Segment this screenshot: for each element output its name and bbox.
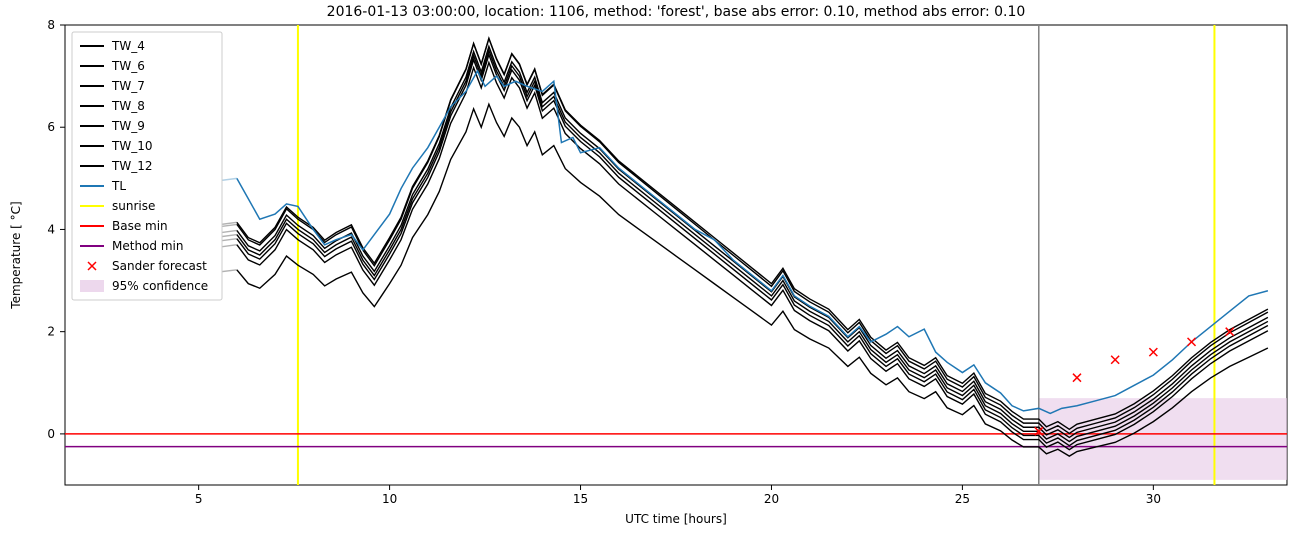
legend-label: TW_12 xyxy=(111,159,152,173)
xtick-label: 25 xyxy=(955,492,970,506)
ytick-label: 4 xyxy=(47,222,55,236)
xtick-label: 15 xyxy=(573,492,588,506)
legend-label: Method min xyxy=(112,239,183,253)
ytick-label: 2 xyxy=(47,325,55,339)
xtick-label: 5 xyxy=(195,492,203,506)
legend-label: TW_6 xyxy=(111,59,145,73)
confidence-band xyxy=(1039,398,1287,480)
legend-label: 95% confidence xyxy=(112,279,208,293)
legend-label: Base min xyxy=(112,219,168,233)
legend-label: sunrise xyxy=(112,199,155,213)
legend-label: TW_9 xyxy=(111,119,145,133)
legend-label: TW_10 xyxy=(111,139,152,153)
legend-label: TW_7 xyxy=(111,79,145,93)
xtick-label: 10 xyxy=(382,492,397,506)
xtick-label: 20 xyxy=(764,492,779,506)
legend-label: TW_4 xyxy=(111,39,145,53)
legend-label: TL xyxy=(111,179,126,193)
chart-svg: 5 10 15 20 25 30 0 2 4 6 8 UTC time [hours] Temperat… xyxy=(0,0,1302,547)
chart-container: 5 10 15 20 25 30 0 2 4 6 8 UTC time [hours] Temperat… xyxy=(0,0,1302,547)
xtick-label: 30 xyxy=(1146,492,1161,506)
ytick-label: 0 xyxy=(47,427,55,441)
chart-title: 2016-01-13 03:00:00, location: 1106, met… xyxy=(327,4,1026,20)
legend-label: TW_8 xyxy=(111,99,145,113)
legend-label: Sander forecast xyxy=(112,259,207,273)
legend-swatch xyxy=(80,280,104,292)
ytick-label: 6 xyxy=(47,120,55,134)
y-axis-label: Temperature [ °C] xyxy=(9,201,23,309)
ytick-label: 8 xyxy=(47,18,55,32)
x-axis-label: UTC time [hours] xyxy=(625,512,727,526)
legend: TW_4 TW_6 TW_7 TW_8 TW_9 TW_10 TW_12 TL sunrise B… xyxy=(72,32,222,300)
